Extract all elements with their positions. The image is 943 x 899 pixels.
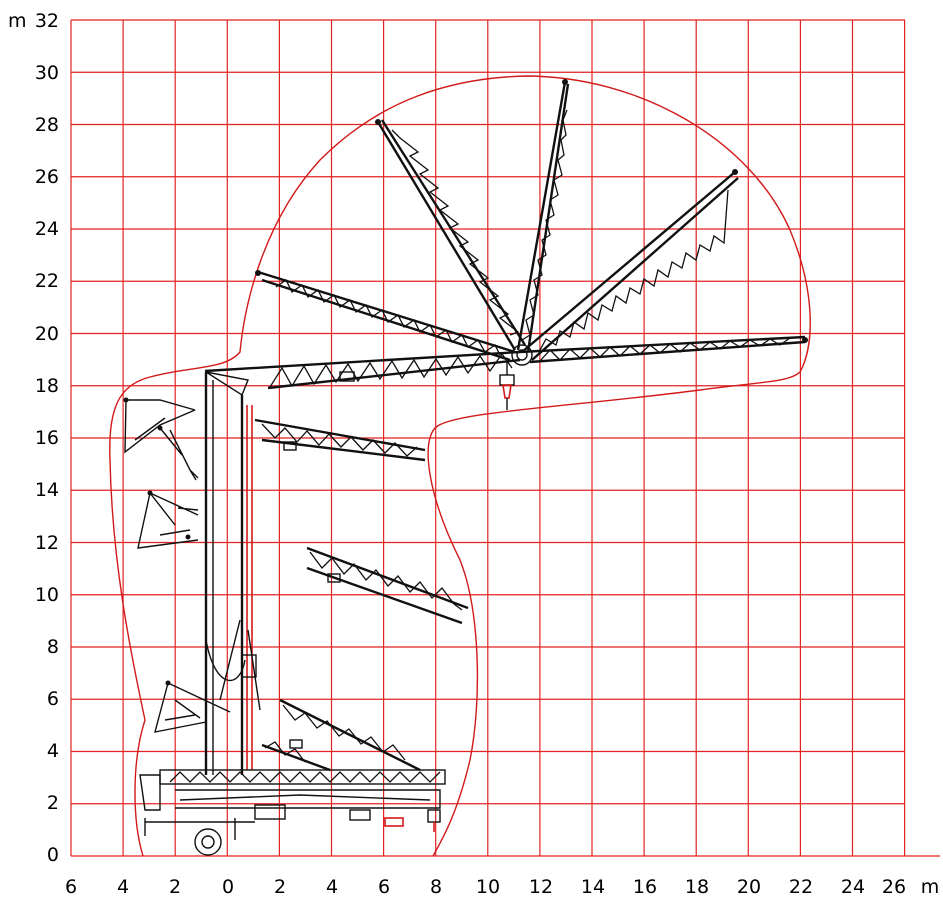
y-tick-0: 0 [47,844,59,866]
x-tick-18: 18 [685,876,709,898]
jib-segment-low [261,698,421,772]
x-tick-26: 26 [882,876,906,898]
grid [70,19,940,857]
y-tick-32: 32 [35,10,59,32]
y-tick-6: 6 [47,688,59,710]
x-tick-6: 6 [378,876,390,898]
x-tick-2-left: 2 [169,876,181,898]
x-tick-0: 0 [222,876,234,898]
jib-horizontal [204,350,521,390]
x-tick-22: 22 [789,876,813,898]
jib-segment-10m [306,546,469,625]
y-tick-2: 2 [47,792,59,814]
x-tick-8: 8 [430,876,442,898]
y-axis-unit: m [8,10,27,32]
y-tick-24: 24 [35,218,59,240]
crane-mast [204,371,261,775]
x-axis-unit: m [921,876,940,898]
x-tick-4-left: 4 [117,876,129,898]
y-tick-30: 30 [35,62,59,84]
counter-jib-frames [123,397,231,733]
jib-hub [499,344,533,410]
x-tick-24: 24 [841,876,865,898]
y-axis-labels: m 32 30 28 26 24 22 20 18 16 14 12 10 8 … [8,10,59,866]
jib-near-vertical [516,79,570,353]
x-tick-2: 2 [274,876,286,898]
x-tick-6-left: 6 [65,876,77,898]
x-tick-20: 20 [737,876,761,898]
jib-up-left [375,119,527,351]
jib-positions [204,79,808,410]
y-tick-14: 14 [35,479,59,501]
y-tick-20: 20 [35,323,59,345]
jib-extension-right [519,335,808,364]
x-tick-4: 4 [326,876,338,898]
y-tick-26: 26 [35,166,59,188]
x-tick-12: 12 [529,876,553,898]
x-tick-10: 10 [476,876,500,898]
x-tick-14: 14 [581,876,605,898]
y-tick-16: 16 [35,427,59,449]
y-tick-10: 10 [35,584,59,606]
y-tick-22: 22 [35,270,59,292]
y-tick-8: 8 [47,636,59,658]
working-range-envelope [109,75,811,857]
y-tick-12: 12 [35,532,59,554]
jib-segment-16m [254,418,426,462]
folded-jib-segments [254,418,469,772]
x-tick-16: 16 [633,876,657,898]
crane-chassis [139,769,446,856]
y-tick-28: 28 [35,114,59,136]
x-axis-labels: 6 4 2 0 2 4 6 8 10 12 14 16 18 20 22 24 … [65,876,939,898]
y-tick-18: 18 [35,375,59,397]
y-tick-4: 4 [47,740,59,762]
jib-up-right-low [521,169,739,361]
jib-left-low [255,270,516,362]
